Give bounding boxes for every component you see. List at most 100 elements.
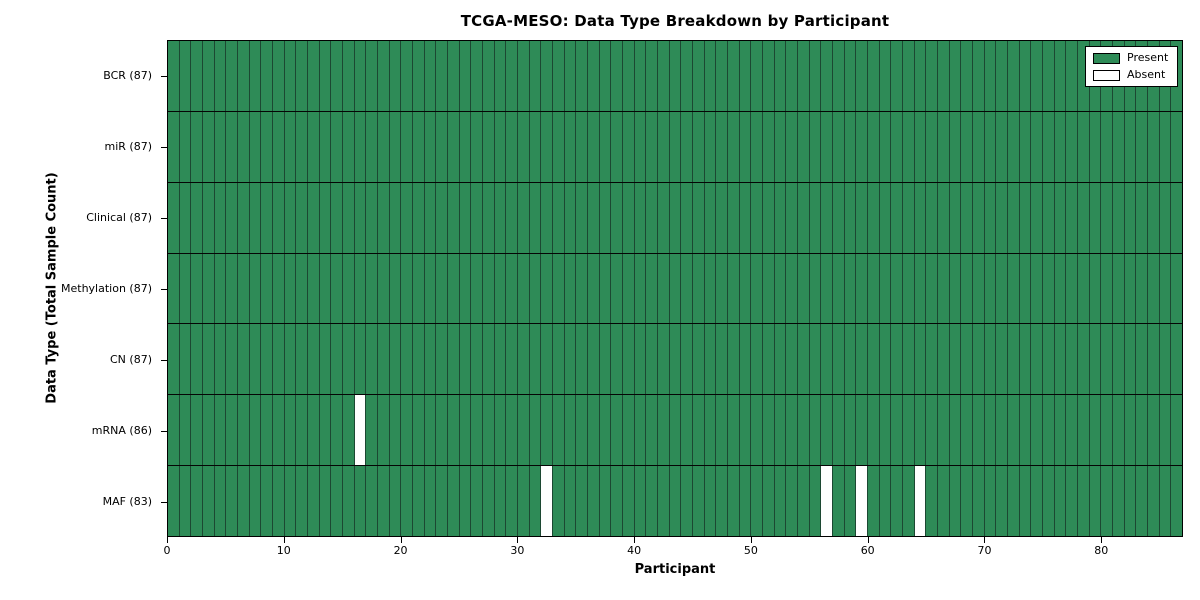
cell-present xyxy=(261,253,272,324)
cell-present xyxy=(1078,466,1089,536)
cell-present xyxy=(891,395,902,466)
cell-present xyxy=(529,253,541,324)
cell-present xyxy=(1171,324,1182,395)
y-tick-mark xyxy=(161,359,167,361)
cell-present xyxy=(868,324,879,395)
cell-present xyxy=(249,111,261,182)
cell-present xyxy=(763,395,774,466)
cell-present xyxy=(646,182,657,253)
cell-present xyxy=(319,41,331,111)
cell-present xyxy=(226,324,237,395)
cell-present xyxy=(401,324,412,395)
y-tick-label-cn: CN (87) xyxy=(110,352,152,366)
cell-present xyxy=(354,182,366,253)
cell-absent xyxy=(541,466,552,536)
cell-present xyxy=(284,466,296,536)
cell-present xyxy=(179,111,191,182)
cell-present xyxy=(868,253,879,324)
cell-present xyxy=(541,324,552,395)
x-tick-label: 40 xyxy=(627,544,642,557)
cell-present xyxy=(354,253,366,324)
cell-present xyxy=(389,395,401,466)
cell-present xyxy=(541,41,552,111)
cell-present xyxy=(378,111,389,182)
cell-present xyxy=(564,182,576,253)
cell-present xyxy=(588,111,599,182)
cell-present xyxy=(1054,253,1066,324)
cell-present xyxy=(1019,324,1031,395)
cell-present xyxy=(1113,253,1124,324)
cell-present xyxy=(284,111,296,182)
cell-present xyxy=(448,466,459,536)
cell-present xyxy=(366,182,377,253)
cell-present xyxy=(1159,111,1171,182)
cell-present xyxy=(319,182,331,253)
cell-present xyxy=(1008,41,1019,111)
cell-present xyxy=(1066,324,1077,395)
cell-present xyxy=(728,111,739,182)
cell-present xyxy=(611,182,622,253)
cell-present xyxy=(553,395,564,466)
cell-present xyxy=(576,253,587,324)
cell-present xyxy=(308,111,319,182)
cell-present xyxy=(961,253,972,324)
x-tick-label: 70 xyxy=(977,544,992,557)
cell-present xyxy=(938,41,949,111)
cell-present xyxy=(343,41,354,111)
cell-present xyxy=(903,41,914,111)
cell-present xyxy=(739,395,751,466)
cell-present xyxy=(646,253,657,324)
cell-present xyxy=(903,324,914,395)
cell-present xyxy=(751,395,762,466)
cell-present xyxy=(518,395,529,466)
cell-present xyxy=(1043,395,1054,466)
cell-present xyxy=(483,324,494,395)
cell-present xyxy=(331,182,342,253)
cell-present xyxy=(401,111,412,182)
cell-present xyxy=(249,253,261,324)
cell-present xyxy=(1101,395,1112,466)
x-tick-mark xyxy=(400,537,402,543)
cell-present xyxy=(238,41,249,111)
cell-present xyxy=(774,253,786,324)
x-tick-labels: 0 10 20 30 40 50 60 70 80 xyxy=(164,544,1183,558)
cell-present xyxy=(343,466,354,536)
cell-present xyxy=(284,395,296,466)
cell-present xyxy=(786,41,797,111)
cell-present xyxy=(588,41,599,111)
cell-present xyxy=(494,395,506,466)
cell-present xyxy=(1171,253,1182,324)
cell-present xyxy=(564,395,576,466)
cell-present xyxy=(203,253,214,324)
cell-present xyxy=(809,324,821,395)
cell-present xyxy=(833,395,844,466)
cell-present xyxy=(471,466,482,536)
cell-present xyxy=(331,111,342,182)
cell-present xyxy=(308,395,319,466)
cell-present xyxy=(833,466,844,536)
cell-present xyxy=(576,395,587,466)
cell-present xyxy=(494,111,506,182)
cell-present xyxy=(226,182,237,253)
cell-present xyxy=(1124,324,1136,395)
cell-present xyxy=(483,41,494,111)
cell-present xyxy=(728,395,739,466)
cell-present xyxy=(914,182,926,253)
cell-present xyxy=(319,466,331,536)
cell-present xyxy=(728,466,739,536)
cell-present xyxy=(833,111,844,182)
cell-present xyxy=(284,253,296,324)
cell-present xyxy=(599,324,611,395)
cell-present xyxy=(459,395,471,466)
cell-present xyxy=(1136,182,1147,253)
x-tick-mark xyxy=(167,537,168,543)
cell-present xyxy=(716,466,727,536)
x-tick-mark xyxy=(750,537,752,543)
chart-title: TCGA-MESO: Data Type Breakdown by Partic… xyxy=(460,12,890,30)
cell-present xyxy=(553,182,564,253)
x-tick-label: 60 xyxy=(860,544,875,557)
y-tick-mark xyxy=(161,217,167,219)
cell-present xyxy=(1054,182,1066,253)
cell-present xyxy=(506,395,517,466)
